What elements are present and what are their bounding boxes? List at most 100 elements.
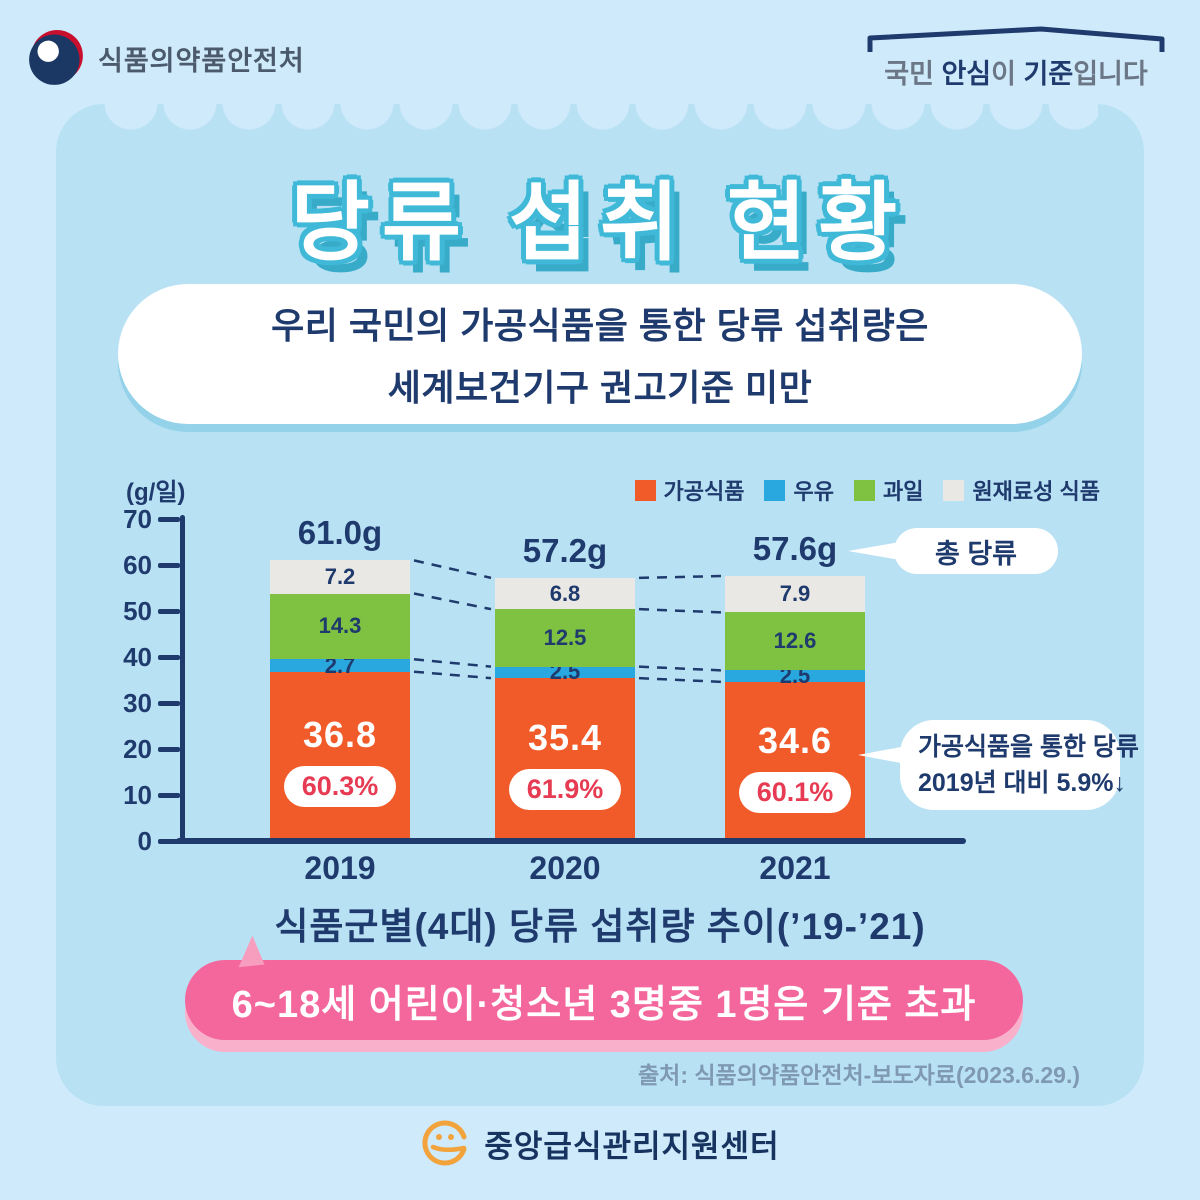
- y-tick-label: 70: [123, 504, 152, 534]
- slogan-bold1: 안심: [941, 59, 992, 89]
- x-axis-category-label: 2020: [529, 850, 601, 886]
- scalloped-edge: [102, 103, 1098, 133]
- segment-value-label: 7.9: [779, 581, 811, 607]
- callout-note-line2: 2019년 대비 5.9%↓: [918, 769, 1126, 797]
- x-axis-line: [176, 838, 966, 844]
- slogan-post: 입니다: [1073, 59, 1148, 89]
- callout-tail-icon: [858, 746, 906, 764]
- bar-segment-raw: 6.8: [495, 577, 635, 610]
- dashed-connector: [638, 574, 722, 580]
- callout-note-line1: 가공식품을 통한 당류: [918, 732, 1139, 761]
- legend-swatch-icon: [764, 479, 786, 501]
- segment-value-label: 12.5: [543, 624, 587, 650]
- y-tick-label: 0: [137, 826, 152, 856]
- legend-label: 가공식품: [663, 479, 745, 504]
- segment-value-label: 12.6: [773, 628, 817, 654]
- dashed-connector: [638, 607, 722, 614]
- roof-icon: [867, 26, 1165, 52]
- y-tick-mark: [158, 608, 180, 614]
- percent-badge: 60.1%: [738, 771, 852, 813]
- dashed-connector: [638, 676, 722, 684]
- footer: 중앙급식관리지원센터: [0, 1118, 1200, 1168]
- y-tick-label: 20: [123, 734, 152, 764]
- x-axis-category-label: 2019: [304, 850, 376, 886]
- bar-segment-milk: 2.5: [725, 663, 865, 688]
- bar-segment-processed: 35.4 61.9%: [495, 678, 635, 841]
- callout-tail-icon: [848, 542, 900, 560]
- dashed-connector: [413, 670, 492, 680]
- bar-segment-fruit: 12.6: [725, 612, 865, 671]
- chart-legend: 가공식품 우유 과일 원재료성 식품: [634, 474, 1100, 506]
- smiley-logo-icon: [422, 1120, 467, 1166]
- segment-value-label: 7.2: [324, 563, 356, 589]
- slogan-text: 국민 안심이 기준입니다: [866, 52, 1166, 91]
- bar-total-label: 61.0g: [297, 514, 383, 552]
- legend-swatch-icon: [943, 479, 965, 501]
- bar-segment-fruit: 12.5: [495, 609, 635, 667]
- footer-org-name: 중앙급식관리지원센터: [484, 1128, 780, 1164]
- legend-item: 과일: [853, 474, 924, 506]
- bar-segment-milk: 2.5: [495, 659, 635, 684]
- intro-line-2: 세계보건기구 권고기준 미만: [387, 367, 813, 408]
- slogan-pre: 국민: [884, 59, 942, 89]
- agency-brand: 식품의약품안전처: [28, 30, 305, 86]
- y-tick-mark: [158, 792, 180, 798]
- banner-tail-icon: [235, 934, 265, 968]
- segment-value-label: 14.3: [318, 613, 362, 639]
- y-tick-mark: [158, 746, 180, 752]
- legend-label: 과일: [882, 479, 924, 504]
- bar-segment-fruit: 14.3: [270, 593, 410, 660]
- dashed-connector: [413, 559, 492, 580]
- dashed-connector: [638, 665, 722, 672]
- source-note: 출처: 식품의약품안전처-보도자료(2023.6.29.): [638, 1062, 1080, 1088]
- percent-badge: 61.9%: [508, 769, 622, 811]
- segment-value-label: 35.4: [527, 717, 603, 759]
- callout-note-text: 가공식품을 통한 당류 2019년 대비 5.9%↓: [918, 729, 1139, 802]
- y-tick-label: 50: [123, 596, 152, 626]
- y-tick-label: 40: [123, 642, 152, 672]
- y-tick-mark: [158, 562, 180, 568]
- segment-value-label: 36.8: [302, 713, 378, 755]
- legend-item: 원재료성 식품: [943, 474, 1100, 506]
- content-card: 당류 섭취 현황 우리 국민의 가공식품을 통한 당류 섭취량은 세계보건기구 …: [56, 103, 1144, 1106]
- bar-segment-raw: 7.2: [270, 560, 410, 594]
- legend-item: 우유: [764, 474, 834, 506]
- chart-caption: 식품군별(4대) 당류 섭취량 추이(’19-’21): [274, 906, 926, 947]
- bar-segment-processed: 34.6 60.1%: [725, 681, 865, 841]
- y-tick-mark: [158, 516, 180, 522]
- agency-name: 식품의약품안전처: [98, 45, 305, 76]
- y-axis-unit-label: (g/일): [126, 479, 186, 506]
- callout-total-sugar: 총 당류: [848, 528, 1058, 574]
- highlight-banner: 6~18세 어린이·청소년 3명중 1명은 기준 초과: [185, 934, 1023, 1040]
- y-axis-line: [180, 515, 185, 842]
- legend-item: 가공식품: [634, 474, 745, 506]
- legend-swatch-icon: [853, 479, 875, 501]
- x-axis-category-label: 2021: [759, 850, 831, 886]
- bar-segment-milk: 2.7: [270, 653, 410, 678]
- legend-label: 우유: [793, 479, 834, 504]
- bar-segment-raw: 7.9: [725, 576, 865, 613]
- mfds-logo-icon: [29, 30, 83, 85]
- bar-segment-processed: 36.8 60.3%: [270, 671, 410, 841]
- y-tick-label: 10: [123, 780, 152, 810]
- y-tick-mark: [158, 654, 180, 660]
- intro-line-1: 우리 국민의 가공식품을 통한 당류 섭취량은: [271, 305, 929, 346]
- stacked-bar-chart: (g/일) 가공식품 우유 과일 원재료성 식품 총 당류 가공식품을 통한 당류 20…: [56, 470, 1144, 900]
- segment-value-label: 6.8: [549, 580, 581, 606]
- bar-total-label: 57.6g: [752, 530, 838, 568]
- callout-processed-note: 가공식품을 통한 당류 2019년 대비 5.9%↓: [858, 720, 1139, 810]
- header: 식품의약품안전처 국민 안심이 기준입니다: [0, 0, 1200, 104]
- page-title: 당류 섭취 현황: [290, 175, 910, 271]
- bar-total-label: 57.2g: [522, 531, 608, 569]
- slogan-mid: 이: [991, 59, 1024, 89]
- dashed-connector: [413, 658, 492, 668]
- segment-value-label: 34.6: [757, 719, 833, 761]
- legend-label: 원재료성 식품: [972, 479, 1100, 504]
- legend-swatch-icon: [634, 479, 656, 501]
- y-tick-label: 30: [123, 688, 152, 718]
- y-tick-label: 60: [123, 550, 152, 580]
- dashed-connector: [413, 592, 492, 611]
- banner-body: 6~18세 어린이·청소년 3명중 1명은 기준 초과: [185, 960, 1023, 1040]
- slogan-bold2: 기준: [1023, 59, 1074, 89]
